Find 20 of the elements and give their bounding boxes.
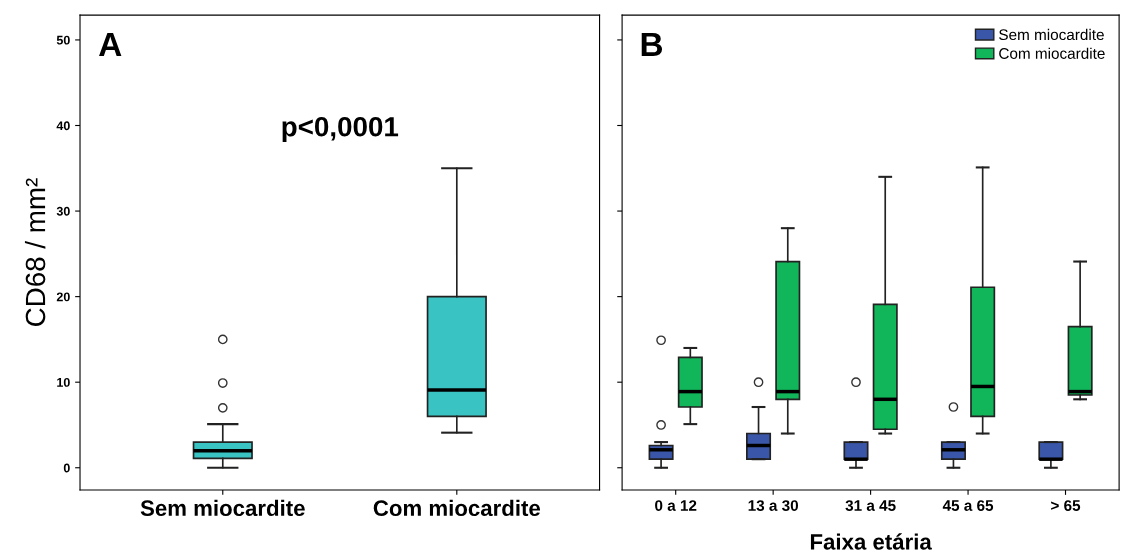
legend-label: Com miocardite xyxy=(999,47,1105,59)
y-tick-label: 0 xyxy=(63,463,70,473)
x-tick-label: Com miocardite xyxy=(373,499,541,517)
legend-label: Sem miocardite xyxy=(999,28,1104,41)
x-tick-label: 13 a 30 xyxy=(748,500,799,511)
y-tick-label: 30 xyxy=(56,206,70,216)
y-tick-label: 10 xyxy=(57,377,70,387)
y-tick-label: 40 xyxy=(56,121,70,131)
annotation: B xyxy=(641,32,663,56)
annotation: p<0,0001 xyxy=(282,116,399,143)
x-tick-label: Sem miocardite xyxy=(140,499,305,517)
y-tick-label: 20 xyxy=(56,292,70,302)
x-tick-label: 31 a 45 xyxy=(845,500,896,511)
annotation: A xyxy=(99,32,122,56)
y-tick-label: 50 xyxy=(56,35,70,45)
y-axis-title: CD68 / mm² xyxy=(24,178,46,326)
x-axis-title: Faixa etária xyxy=(810,533,932,550)
x-tick-label: 0 a 12 xyxy=(655,500,697,511)
x-tick-label: > 65 xyxy=(1051,500,1081,511)
x-tick-label: 45 a 65 xyxy=(942,500,994,511)
